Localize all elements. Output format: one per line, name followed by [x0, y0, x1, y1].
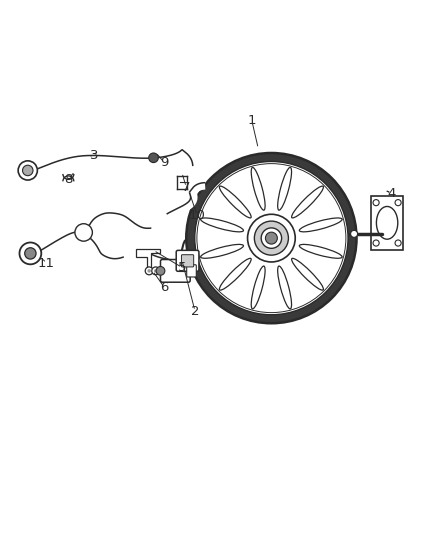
Ellipse shape [201, 245, 244, 259]
FancyBboxPatch shape [160, 260, 190, 282]
Circle shape [395, 240, 401, 246]
Circle shape [152, 267, 159, 275]
Circle shape [156, 266, 165, 275]
Text: 7: 7 [182, 181, 191, 193]
FancyBboxPatch shape [187, 265, 196, 277]
Circle shape [75, 224, 92, 241]
Circle shape [265, 232, 277, 244]
Ellipse shape [299, 245, 342, 259]
Circle shape [148, 269, 151, 272]
Text: 11: 11 [38, 256, 55, 270]
Circle shape [195, 161, 348, 315]
Circle shape [254, 221, 288, 255]
Circle shape [186, 153, 357, 323]
Ellipse shape [376, 206, 398, 239]
Ellipse shape [278, 266, 292, 309]
Text: 2: 2 [191, 304, 199, 318]
Ellipse shape [219, 259, 251, 290]
Circle shape [149, 153, 158, 163]
Circle shape [19, 243, 41, 264]
Circle shape [373, 240, 379, 246]
Ellipse shape [292, 186, 323, 218]
Circle shape [184, 151, 358, 325]
Text: 8: 8 [64, 173, 73, 185]
Circle shape [350, 230, 357, 237]
Circle shape [373, 199, 379, 206]
Circle shape [145, 267, 153, 275]
Ellipse shape [219, 186, 251, 218]
Text: 6: 6 [160, 281, 169, 294]
Text: 3: 3 [90, 149, 99, 161]
FancyBboxPatch shape [176, 251, 199, 271]
Ellipse shape [278, 167, 292, 210]
Text: 9: 9 [160, 156, 169, 169]
Polygon shape [136, 249, 160, 268]
Circle shape [261, 228, 282, 248]
Circle shape [18, 161, 37, 180]
Circle shape [25, 248, 36, 259]
Text: 1: 1 [247, 114, 256, 127]
Ellipse shape [251, 167, 265, 210]
Circle shape [395, 199, 401, 206]
Text: 5: 5 [178, 261, 186, 274]
Ellipse shape [299, 218, 342, 232]
Circle shape [22, 165, 33, 176]
Text: 4: 4 [387, 187, 396, 200]
FancyBboxPatch shape [181, 255, 194, 267]
Text: 10: 10 [189, 209, 205, 222]
Ellipse shape [251, 266, 265, 309]
FancyBboxPatch shape [371, 196, 403, 250]
Circle shape [154, 269, 157, 272]
Ellipse shape [292, 259, 323, 290]
Ellipse shape [201, 218, 244, 232]
Circle shape [247, 214, 295, 262]
